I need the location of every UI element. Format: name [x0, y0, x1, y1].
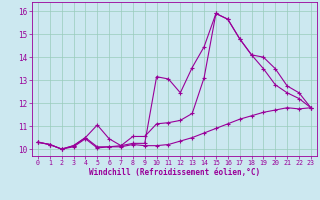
X-axis label: Windchill (Refroidissement éolien,°C): Windchill (Refroidissement éolien,°C)	[89, 168, 260, 177]
